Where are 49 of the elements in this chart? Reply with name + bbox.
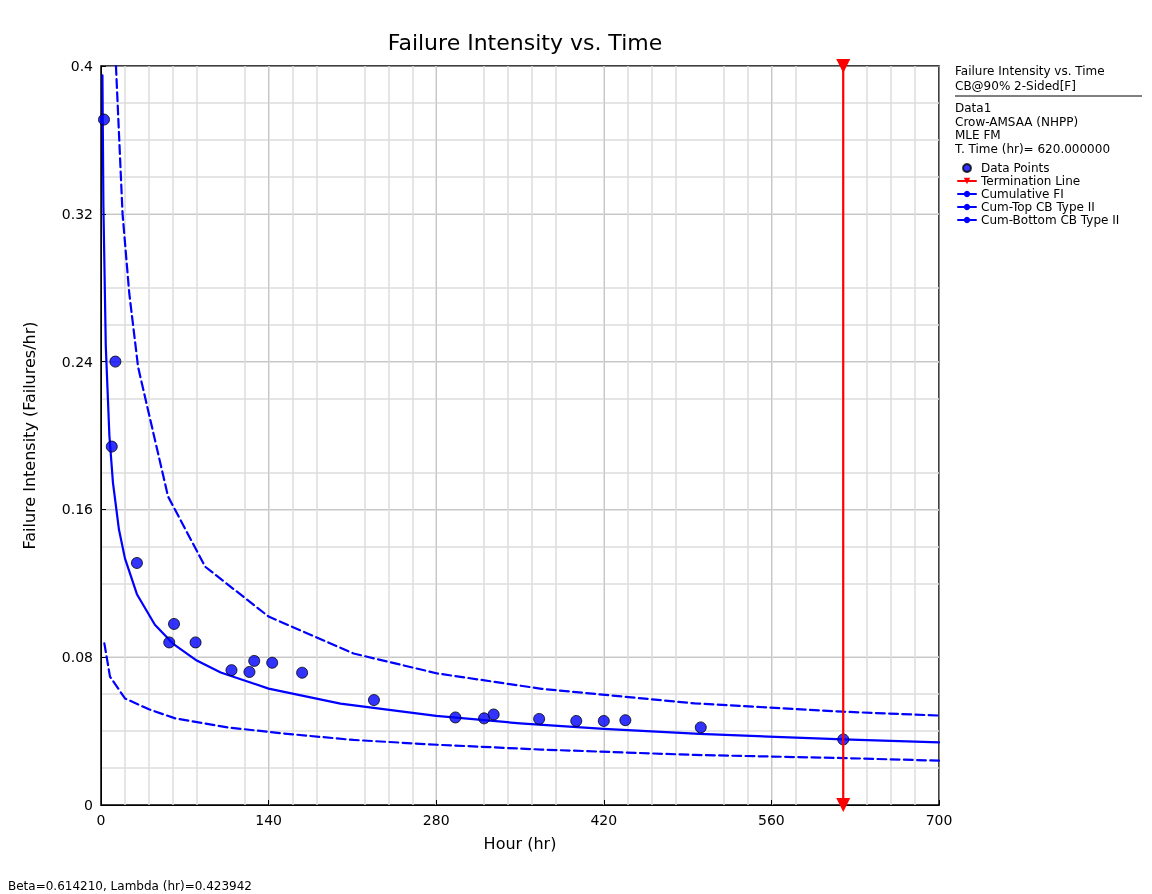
point xyxy=(266,656,279,669)
legend-title: Failure Intensity vs. Time xyxy=(955,64,1105,78)
legend-label: Cumulative FI xyxy=(981,187,1064,201)
x-tick-label: 700 xyxy=(925,812,953,828)
y-axis-title: Failure Intensity (Failures/hr) xyxy=(19,321,39,550)
point xyxy=(570,714,583,727)
y-tick-label: 0.08 xyxy=(61,649,93,666)
legend-label: Cum-Top CB Type II xyxy=(981,200,1095,214)
point xyxy=(619,714,632,727)
point xyxy=(109,355,122,368)
text: Crow-AMSAA (NHPP) xyxy=(955,114,1079,129)
x-tick-label: 280 xyxy=(422,812,450,828)
x-tick-label: 420 xyxy=(590,812,618,828)
legend-label: Termination Line xyxy=(980,174,1081,188)
point xyxy=(248,654,261,667)
point xyxy=(533,712,546,725)
point xyxy=(163,636,176,649)
y-tick-label: 0.16 xyxy=(61,501,94,518)
chart-title: Failure Intensity vs. Time xyxy=(387,29,663,55)
point xyxy=(243,665,256,678)
x-tick-label: 0 xyxy=(96,812,106,828)
x-tick-label: 140 xyxy=(255,812,282,828)
point xyxy=(225,664,238,677)
line-series xyxy=(103,642,941,762)
text: MLE FM xyxy=(955,128,1001,142)
point xyxy=(105,440,118,453)
point xyxy=(168,617,181,630)
legend-label: Data Points xyxy=(981,161,1050,175)
point xyxy=(189,636,202,649)
y-tick-label: 0.4 xyxy=(70,58,94,74)
point xyxy=(694,721,707,734)
text: Data1 xyxy=(955,101,992,115)
point xyxy=(478,712,491,725)
point xyxy=(367,694,380,707)
point xyxy=(487,708,500,721)
point xyxy=(98,113,110,126)
y-tick-label: 0.32 xyxy=(61,205,93,222)
text: Beta=0.614210, Lambda (hr)=0.423942 xyxy=(8,879,252,893)
point xyxy=(130,556,143,569)
point xyxy=(597,714,610,727)
y-tick-label: 0.24 xyxy=(61,353,94,370)
x-tick-label: 560 xyxy=(758,812,785,828)
x-axis-title: Hour (hr) xyxy=(483,833,557,853)
point xyxy=(449,711,462,724)
text: CB@90% 2-Sided[F] xyxy=(955,79,1076,93)
legend-label: Cum-Bottom CB Type II xyxy=(981,213,1120,227)
text: T. Time (hr)= 620.000000 xyxy=(954,141,1111,156)
point xyxy=(296,666,309,679)
y-tick-label: 0 xyxy=(84,797,93,813)
